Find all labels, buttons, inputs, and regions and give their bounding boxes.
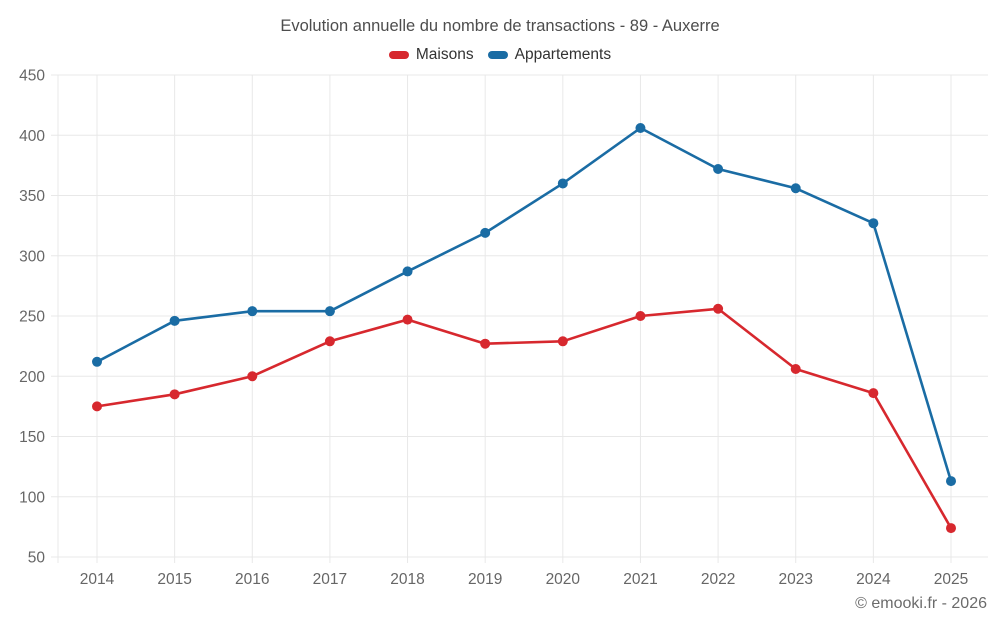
- data-point-maisons-2021[interactable]: [635, 311, 646, 321]
- legend-label-maisons: Maisons: [415, 46, 474, 63]
- data-point-appartements-2023[interactable]: [790, 183, 801, 194]
- y-axis-tick-label: 150: [19, 429, 45, 446]
- data-point-maisons-2014[interactable]: [92, 401, 102, 412]
- x-axis-tick-label: 2017: [313, 571, 347, 588]
- y-axis-tick-label: 250: [19, 309, 45, 326]
- y-axis-tick-label: 350: [19, 188, 45, 205]
- data-point-appartements-2017[interactable]: [324, 306, 335, 317]
- y-axis-tick-label: 300: [19, 248, 45, 265]
- legend-item-maisons[interactable]: Maisons: [388, 46, 474, 64]
- x-axis-tick-label: 2018: [390, 571, 424, 588]
- maisons-series-swatch-icon: [388, 51, 409, 59]
- data-point-appartements-2021[interactable]: [635, 123, 646, 134]
- data-point-maisons-2022[interactable]: [713, 303, 724, 314]
- data-point-appartements-2019[interactable]: [480, 227, 491, 238]
- data-point-maisons-2018[interactable]: [402, 314, 413, 325]
- data-point-appartements-2025[interactable]: [946, 476, 956, 487]
- x-axis-tick-label: 2024: [856, 571, 891, 588]
- x-axis-tick-label: 2023: [778, 571, 812, 588]
- data-point-appartements-2015[interactable]: [169, 315, 180, 326]
- data-point-maisons-2016[interactable]: [247, 371, 258, 382]
- y-axis-tick-label: 400: [19, 128, 45, 145]
- data-point-appartements-2014[interactable]: [92, 356, 102, 367]
- data-point-appartements-2022[interactable]: [713, 163, 724, 174]
- x-axis-tick-label: 2016: [235, 571, 269, 588]
- x-axis-tick-label: 2020: [546, 571, 581, 588]
- legend-item-appartements[interactable]: Appartements: [487, 46, 612, 64]
- y-axis-tick-label: 450: [19, 68, 45, 85]
- chart-title: Evolution annuelle du nombre de transact…: [280, 17, 720, 35]
- x-axis-tick-label: 2022: [701, 571, 735, 588]
- legend-label-appartements: Appartements: [514, 46, 612, 63]
- series-line-appartements: [95, 126, 953, 483]
- x-axis-tick-label: 2014: [80, 571, 115, 588]
- data-point-maisons-2024[interactable]: [868, 388, 879, 399]
- y-axis-tick-label: 200: [19, 369, 45, 386]
- y-axis-tick-label: 100: [19, 489, 45, 506]
- copyright-watermark: © emooki.fr - 2026: [855, 595, 987, 612]
- data-point-appartements-2018[interactable]: [402, 266, 413, 277]
- data-point-maisons-2015[interactable]: [169, 389, 180, 400]
- x-axis-tick-label: 2019: [468, 571, 502, 588]
- data-point-maisons-2019[interactable]: [480, 338, 491, 349]
- x-axis-tick-label: 2015: [157, 571, 191, 588]
- data-point-appartements-2016[interactable]: [247, 306, 258, 317]
- series-line-maisons: [95, 307, 953, 530]
- data-point-appartements-2024[interactable]: [868, 218, 879, 229]
- appartements-series-swatch-icon: [487, 51, 508, 59]
- x-axis-tick-label: 2025: [934, 571, 968, 588]
- chart-legend: Maisons Appartements: [0, 46, 1000, 64]
- y-axis-tick-label: 50: [28, 550, 46, 567]
- x-axis-tick-label: 2021: [623, 571, 657, 588]
- data-point-appartements-2020[interactable]: [557, 178, 568, 189]
- data-point-maisons-2020[interactable]: [557, 336, 568, 347]
- data-point-maisons-2017[interactable]: [324, 336, 335, 347]
- data-point-maisons-2023[interactable]: [790, 364, 801, 375]
- data-point-maisons-2025[interactable]: [946, 523, 956, 534]
